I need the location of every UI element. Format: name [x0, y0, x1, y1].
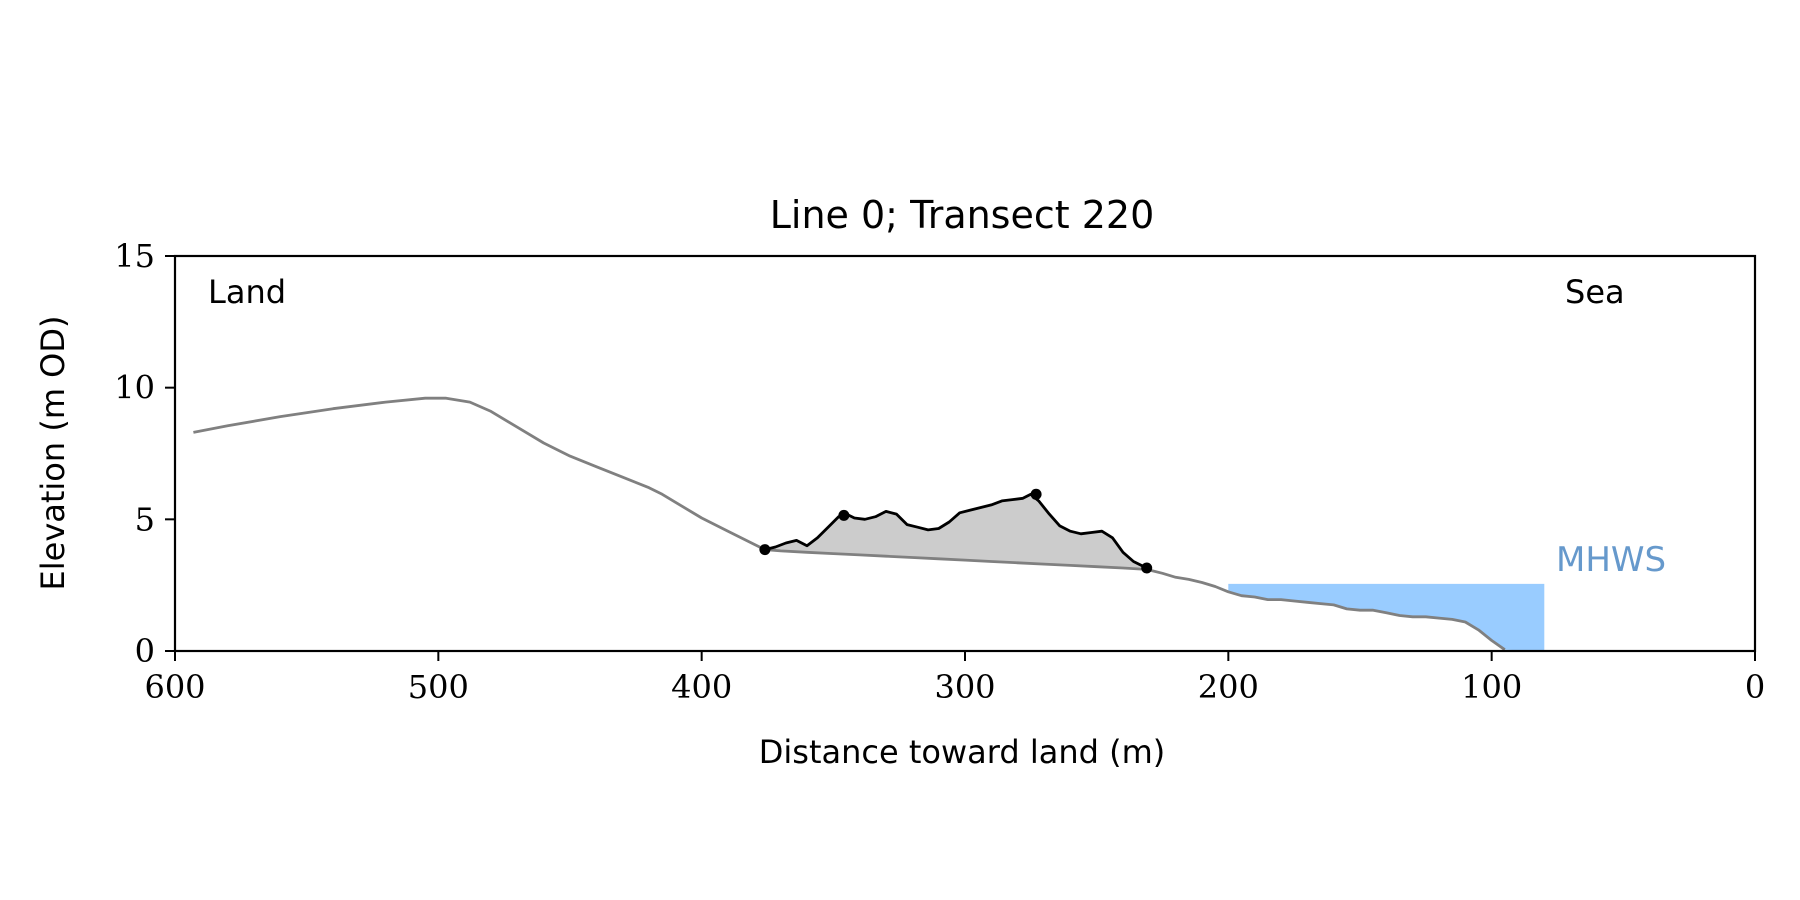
x-tick-label: 600 [144, 668, 205, 706]
y-tick-label: 5 [135, 500, 155, 538]
dune-marker-point [1141, 562, 1153, 574]
dune-crest-line [764, 492, 1148, 570]
y-axis-ticks: 0 5 10 15 [114, 237, 175, 670]
x-axis-ticks: 600 500 400 300 200 100 0 [144, 651, 1765, 706]
dune-fill-layer [764, 494, 1147, 568]
marker-layer [759, 488, 1153, 574]
mhws-label: MHWS [1556, 540, 1666, 580]
dune-marker-point [838, 509, 850, 521]
y-axis-label: Elevation (m OD) [34, 316, 72, 591]
x-tick-label: 300 [934, 668, 995, 706]
mhws-water-area [1228, 583, 1545, 651]
dune-marker-point [759, 544, 771, 556]
x-axis-label: Distance toward land (m) [759, 733, 1165, 771]
profile-series-line [193, 396, 1506, 651]
mhws-water-layer [1228, 583, 1545, 651]
y-tick-label: 15 [114, 237, 155, 275]
x-tick-label: 400 [671, 668, 732, 706]
profile-layer [193, 396, 1506, 651]
dune-marker-point [1030, 488, 1042, 500]
y-tick-label: 0 [135, 632, 155, 670]
x-tick-label: 200 [1198, 668, 1259, 706]
x-tick-label: 0 [1745, 668, 1765, 706]
dune-fill-area [764, 494, 1147, 568]
y-tick-label: 10 [114, 369, 155, 407]
chart-title: Line 0; Transect 220 [770, 193, 1155, 237]
land-label: Land [208, 273, 286, 311]
x-tick-label: 100 [1461, 668, 1522, 706]
sea-label: Sea [1565, 273, 1625, 311]
plot-area [193, 396, 1545, 651]
dune-crest-layer [764, 492, 1148, 570]
x-tick-label: 500 [408, 668, 469, 706]
